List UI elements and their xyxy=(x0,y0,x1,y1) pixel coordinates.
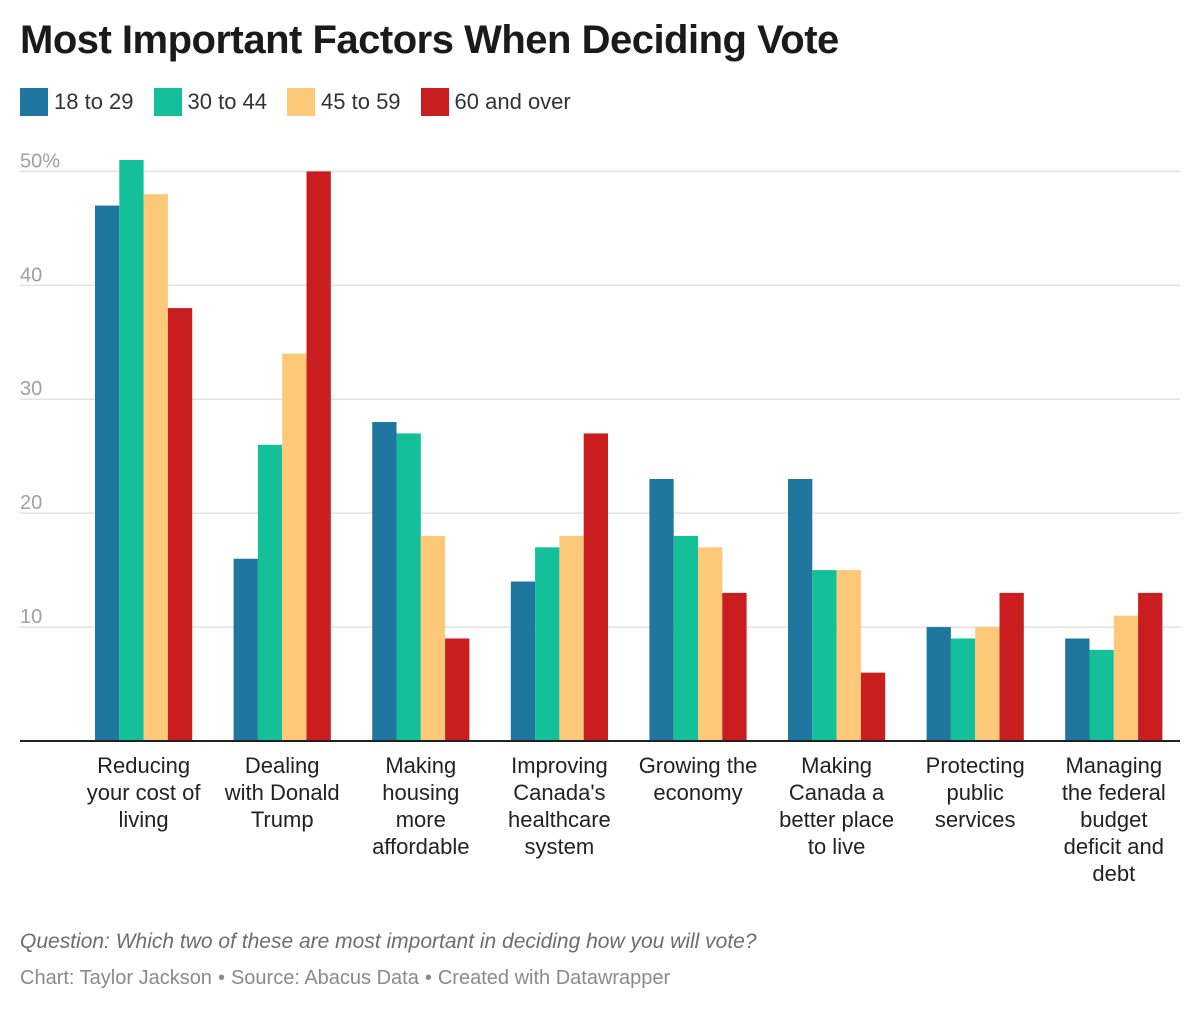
bar xyxy=(975,627,1000,741)
legend-label-30-to-44: 30 to 44 xyxy=(187,89,268,114)
bar xyxy=(950,638,976,741)
legend-item-18-to-29: 18 to 29 xyxy=(20,88,134,116)
bar xyxy=(999,592,1024,741)
x-tick-label: Dealing with Donald Trump xyxy=(224,753,340,832)
x-tick-label: Improving Canada's healthcare system xyxy=(508,753,611,859)
bar xyxy=(836,570,861,741)
x-tick-label: Making housing more affordable xyxy=(372,753,469,859)
footer-question: Question: Which two of these are most im… xyxy=(20,930,757,953)
y-tick-label: 20 xyxy=(20,492,42,514)
credit-separator: • xyxy=(424,967,432,989)
legend-swatch-60-and-over xyxy=(420,88,449,116)
legend-label-18-to-29: 18 to 29 xyxy=(54,89,134,114)
bar xyxy=(420,535,446,741)
bar xyxy=(143,194,168,742)
credit-author: Chart: Taylor Jackson xyxy=(20,967,212,989)
bar xyxy=(306,171,331,741)
credit-separator: • xyxy=(217,967,225,989)
y-tick-label: 10 xyxy=(20,606,42,628)
bar xyxy=(1065,638,1090,741)
bar xyxy=(445,638,470,741)
y-tick-label: 30 xyxy=(20,378,42,400)
bar xyxy=(722,592,747,741)
bar xyxy=(559,535,584,741)
credit-source: Source: Abacus Data xyxy=(230,967,419,989)
bar xyxy=(649,478,674,741)
chart-title: Most Important Factors When Deciding Vot… xyxy=(20,18,839,62)
bar xyxy=(233,558,258,741)
bar xyxy=(812,570,837,741)
bar xyxy=(1113,615,1139,741)
legend-label-45-to-59: 45 to 59 xyxy=(321,89,401,114)
bar xyxy=(926,627,951,741)
bar xyxy=(673,535,698,741)
bar xyxy=(510,581,536,741)
x-tick-label: Protecting public services xyxy=(926,753,1025,832)
y-tick-label: 50% xyxy=(20,150,60,172)
legend-item-30-to-44: 30 to 44 xyxy=(153,88,268,116)
x-tick-label: Reducing your cost of living xyxy=(87,753,202,832)
bar xyxy=(698,547,723,741)
legend-swatch-18-to-29 xyxy=(20,88,48,116)
bar-chart: 10 20 30 40 50% Reducing your cost of living Dea… xyxy=(20,150,1180,886)
legend-item-60-and-over: 60 and over xyxy=(420,88,571,116)
x-tick-label: Making Canada a better place to live xyxy=(779,753,894,859)
bar xyxy=(372,422,397,741)
bar xyxy=(119,160,144,741)
bar xyxy=(788,478,813,741)
x-tick-label: Growing the economy xyxy=(639,753,758,805)
bar xyxy=(257,444,283,741)
bar xyxy=(95,205,120,742)
legend: 18 to 29 30 to 44 45 to 59 60 and over xyxy=(20,88,591,116)
bar xyxy=(282,353,307,741)
legend-label-60-and-over: 60 and over xyxy=(454,89,571,114)
legend-swatch-45-to-59 xyxy=(287,88,316,116)
bar xyxy=(535,547,560,741)
bar xyxy=(860,672,886,741)
bar xyxy=(1089,649,1114,741)
credit-tool: Created with Datawrapper xyxy=(437,967,671,989)
legend-swatch-30-to-44 xyxy=(153,88,182,116)
bar xyxy=(1138,592,1163,741)
x-tick-label: Managing the federal budget deficit and debt xyxy=(1062,753,1166,886)
bar xyxy=(583,433,608,741)
bar xyxy=(396,433,421,741)
y-tick-label: 40 xyxy=(20,264,42,286)
bar xyxy=(167,308,193,741)
footer-credit: Chart: Taylor Jackson • Source: Abacus Dat… xyxy=(20,967,670,990)
legend-item-45-to-59: 45 to 59 xyxy=(287,88,401,116)
